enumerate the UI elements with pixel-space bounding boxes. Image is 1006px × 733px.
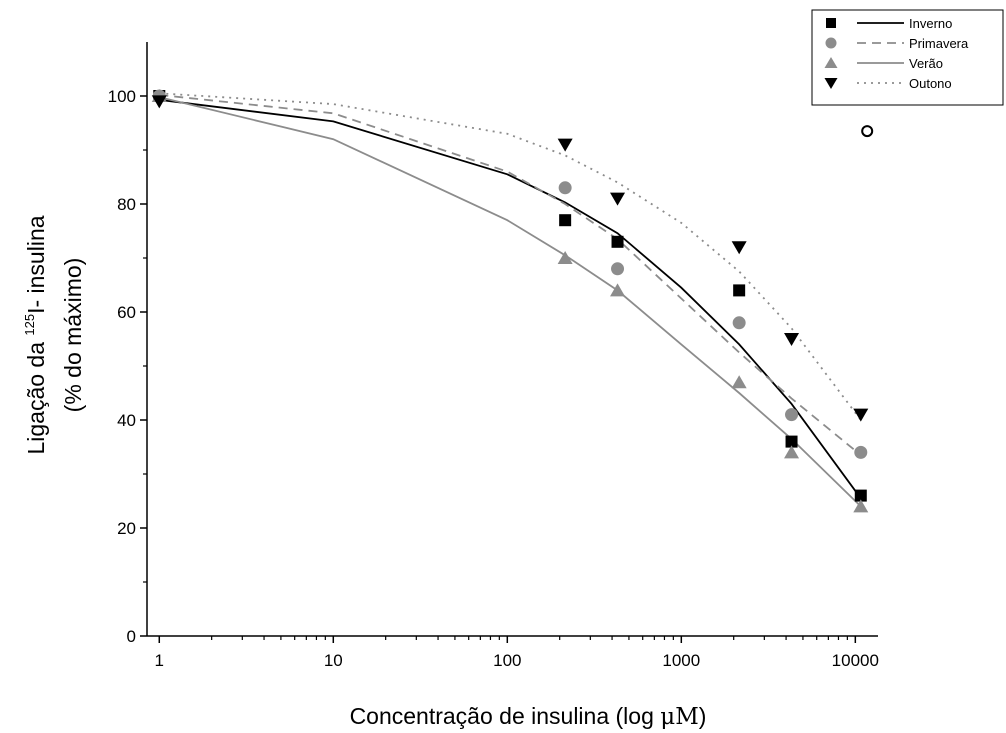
y-tick-label: 60 <box>117 303 136 322</box>
data-markers <box>151 89 869 513</box>
data-point-verão <box>610 283 626 297</box>
legend-label-verão: Verão <box>909 56 943 71</box>
data-point-inverno <box>785 435 798 448</box>
legend-label-primavera: Primavera <box>909 36 969 51</box>
legend-marker-verão <box>824 57 838 68</box>
y-axis-title-line1-prefix: Ligação da <box>23 336 49 455</box>
annotations <box>861 125 874 138</box>
data-point-outono <box>610 192 626 206</box>
data-point-verão <box>731 375 747 389</box>
fit-line-outono <box>159 92 862 421</box>
x-tick-label: 1000 <box>662 651 700 670</box>
data-point-primavera <box>611 262 625 276</box>
data-point-primavera <box>732 316 746 330</box>
y-tick-label: 40 <box>117 411 136 430</box>
x-axis-title: Concentração de insulina (log μM) <box>350 703 707 730</box>
fit-line-verão <box>159 96 862 508</box>
x-tick-label: 10000 <box>832 651 879 670</box>
legend-label-inverno: Inverno <box>909 16 952 31</box>
x-axis-title-unit: μM <box>660 704 699 730</box>
data-point-verão <box>853 499 869 513</box>
x-tick-label: 100 <box>493 651 521 670</box>
y-tick-label: 100 <box>108 87 136 106</box>
legend-marker-inverno <box>826 18 836 28</box>
data-point-verão <box>784 445 800 459</box>
y-axis-title-line2: (% do máximo) <box>60 258 86 413</box>
x-axis-title-suffix: ) <box>699 703 707 729</box>
open-circle-marker <box>861 125 874 138</box>
data-point-inverno <box>854 489 867 502</box>
legend-item-primavera: Primavera <box>825 36 969 51</box>
legend-item-outono: Outono <box>824 76 952 91</box>
data-point-primavera <box>558 181 572 195</box>
data-point-outono <box>731 241 747 255</box>
legend-item-verão: Verão <box>824 56 943 71</box>
y-axis-title-superscript: 125 <box>22 314 37 336</box>
y-tick-label: 0 <box>127 627 136 646</box>
y-tick-label: 80 <box>117 195 136 214</box>
data-point-outono <box>853 408 869 422</box>
data-point-outono <box>557 138 573 152</box>
fit-line-inverno <box>159 98 862 499</box>
x-tick-label: 10 <box>324 651 343 670</box>
x-tick-label: 1 <box>155 651 164 670</box>
fit-lines <box>159 92 862 508</box>
fit-line-primavera <box>159 94 862 456</box>
y-axis-title: Ligação da 125I- insulina (% do máximo) <box>22 215 86 454</box>
legend-box <box>811 9 1004 106</box>
data-point-inverno <box>559 214 572 227</box>
data-point-verão <box>557 251 573 264</box>
legend-marker-outono <box>824 78 838 89</box>
data-point-outono <box>151 95 167 109</box>
legend-label-outono: Outono <box>909 76 952 91</box>
y-axis-title-line1-suffix: I- insulina <box>23 215 49 314</box>
plot-area: 1 10 100 1000 10000 0 20 40 60 80 100 <box>108 42 879 670</box>
x-axis-title-prefix: Concentração de insulina (log <box>350 703 661 729</box>
y-tick-label: 20 <box>117 519 136 538</box>
data-point-primavera <box>854 445 868 459</box>
legend-marker-primavera <box>825 37 837 49</box>
data-point-outono <box>784 333 800 346</box>
y-axis-title-line1: Ligação da 125I- insulina <box>22 215 49 454</box>
legend-item-inverno: Inverno <box>826 16 952 31</box>
data-point-primavera <box>785 408 799 422</box>
legend: Inverno Primavera Verão Outono <box>811 9 1004 106</box>
x-axis-ticks: 1 10 100 1000 10000 <box>155 636 879 670</box>
data-point-inverno <box>611 235 624 248</box>
data-point-inverno <box>733 284 746 297</box>
y-axis-ticks: 0 20 40 60 80 100 <box>108 87 147 646</box>
